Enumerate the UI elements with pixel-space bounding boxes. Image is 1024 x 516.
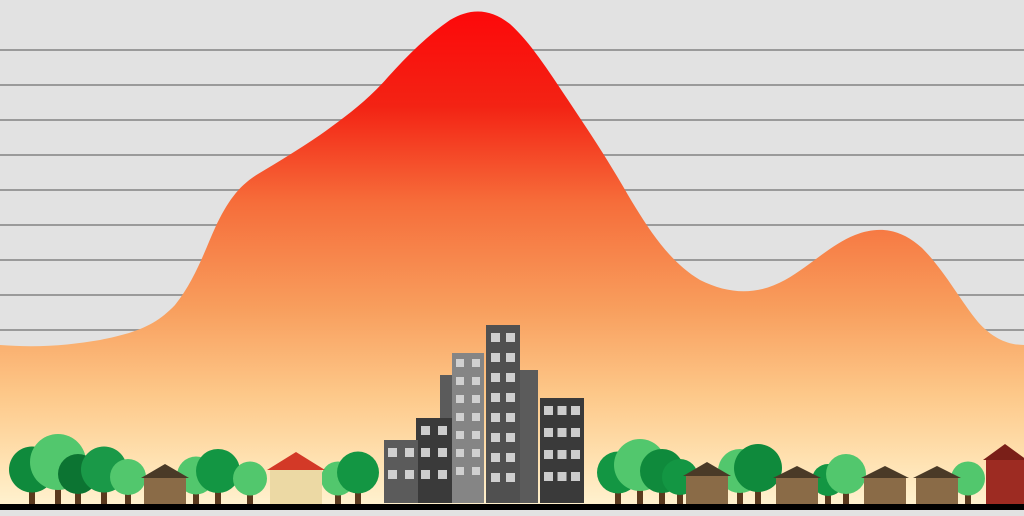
tree-icon <box>826 454 866 494</box>
ground-line <box>0 504 1024 510</box>
building-icon <box>520 370 538 503</box>
heat-island-infographic <box>0 0 1024 516</box>
building-icon <box>416 418 452 503</box>
building-icon <box>486 325 520 503</box>
tree-icon <box>196 449 240 493</box>
tree-icon <box>337 452 379 494</box>
building-icon <box>540 398 584 503</box>
building-icon <box>452 353 484 503</box>
building-icon <box>384 440 418 503</box>
tree-icon <box>734 444 782 492</box>
tree-icon <box>233 462 267 496</box>
tree-icon <box>110 459 146 495</box>
